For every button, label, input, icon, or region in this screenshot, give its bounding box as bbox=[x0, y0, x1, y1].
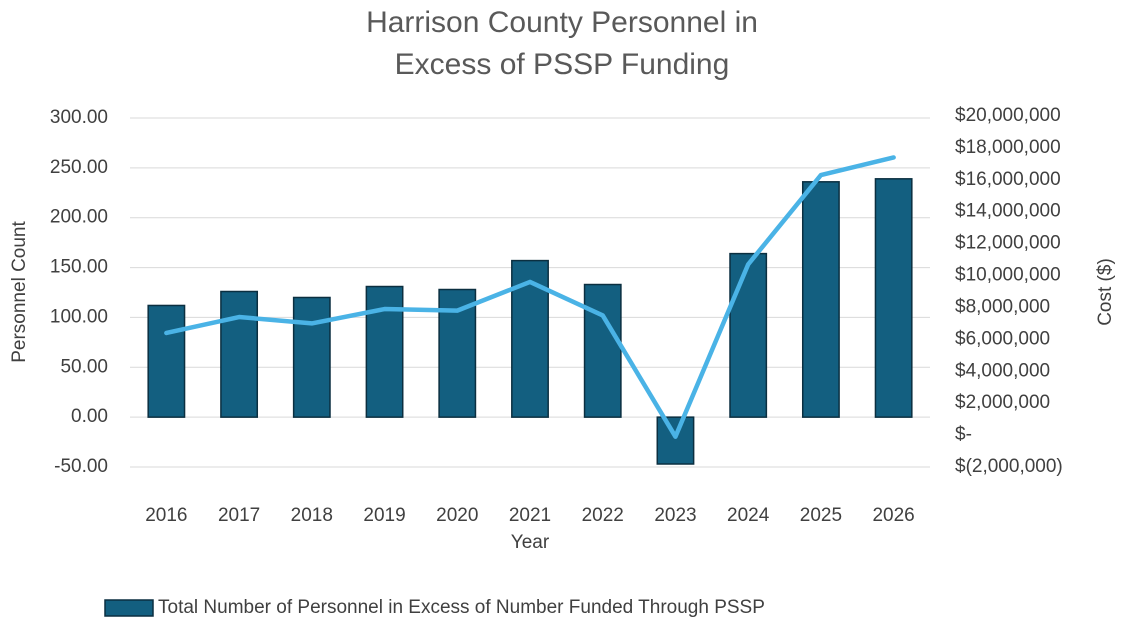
y2-tick-label: $6,000,000 bbox=[955, 328, 1050, 349]
x-axis-label: Year bbox=[511, 532, 550, 553]
x-tick-label: 2023 bbox=[654, 505, 696, 526]
bar bbox=[801, 181, 840, 418]
bar bbox=[874, 178, 913, 418]
bar bbox=[147, 304, 186, 418]
bar bbox=[220, 290, 259, 418]
legend-label: Total Number of Personnel in Excess of N… bbox=[158, 597, 765, 618]
chart-title: Excess of PSSP Funding bbox=[395, 48, 730, 81]
y2-tick-label: $14,000,000 bbox=[955, 201, 1061, 222]
y2-tick-label: $8,000,000 bbox=[955, 296, 1050, 317]
y-tick-label: 150.00 bbox=[50, 257, 108, 278]
y2-tick-label: $2,000,000 bbox=[955, 392, 1050, 413]
chart-title: Harrison County Personnel in bbox=[366, 6, 758, 39]
y2-tick-label: $16,000,000 bbox=[955, 169, 1061, 190]
y-axis-label: Personnel Count bbox=[9, 221, 30, 363]
y-tick-label: 50.00 bbox=[60, 356, 108, 377]
y-tick-label: 250.00 bbox=[50, 157, 108, 178]
x-tick-label: 2016 bbox=[145, 505, 187, 526]
bar bbox=[365, 285, 404, 418]
y2-axis-label: Cost ($) bbox=[1095, 258, 1116, 326]
y2-tick-label: $20,000,000 bbox=[955, 105, 1061, 126]
x-tick-label: 2025 bbox=[800, 505, 842, 526]
y-tick-label: 300.00 bbox=[50, 107, 108, 128]
y-tick-label: -50.00 bbox=[54, 456, 108, 477]
y-tick-label: 200.00 bbox=[50, 207, 108, 228]
bar bbox=[583, 283, 622, 418]
legend-swatch bbox=[104, 599, 154, 617]
x-tick-label: 2021 bbox=[509, 505, 551, 526]
x-tick-label: 2024 bbox=[727, 505, 770, 526]
y2-tick-label: $- bbox=[955, 424, 972, 445]
y2-tick-label: $18,000,000 bbox=[955, 137, 1061, 158]
x-tick-label: 2017 bbox=[218, 505, 260, 526]
y2-tick-label: $4,000,000 bbox=[955, 360, 1050, 381]
bar bbox=[729, 252, 768, 418]
x-tick-label: 2022 bbox=[582, 505, 624, 526]
x-tick-label: 2026 bbox=[872, 505, 914, 526]
y2-tick-label: $(2,000,000) bbox=[955, 456, 1063, 477]
y-tick-label: 0.00 bbox=[71, 406, 108, 427]
bar bbox=[656, 416, 695, 465]
line bbox=[164, 155, 896, 439]
y2-tick-label: $10,000,000 bbox=[955, 265, 1061, 286]
x-tick-label: 2018 bbox=[291, 505, 333, 526]
y2-tick-label: $12,000,000 bbox=[955, 233, 1061, 254]
x-tick-label: 2019 bbox=[363, 505, 405, 526]
x-tick-label: 2020 bbox=[436, 505, 478, 526]
y-tick-label: 100.00 bbox=[50, 306, 108, 327]
bar bbox=[292, 296, 331, 418]
